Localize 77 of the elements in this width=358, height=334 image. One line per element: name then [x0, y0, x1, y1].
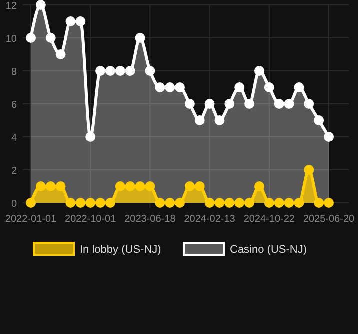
- point: [184, 99, 195, 109]
- point: [105, 66, 116, 76]
- point: [86, 132, 96, 142]
- x-tick-label: 2022-10-01: [65, 214, 117, 225]
- point: [254, 66, 264, 76]
- legend-label: Casino (US-NJ): [230, 244, 308, 256]
- x-tick-label: 2022-01-01: [5, 214, 58, 225]
- y-tick-label: 12: [6, 1, 18, 12]
- point: [184, 182, 195, 192]
- point: [125, 182, 136, 192]
- y-tick-label: 8: [11, 67, 18, 78]
- point: [324, 198, 334, 208]
- point: [135, 182, 146, 192]
- point: [214, 116, 225, 126]
- point: [96, 66, 106, 76]
- point: [204, 198, 215, 208]
- point: [145, 66, 156, 76]
- point: [36, 182, 46, 192]
- point: [224, 198, 235, 208]
- y-tick-label: 4: [11, 133, 18, 144]
- y-tick-label: 6: [11, 100, 18, 111]
- point: [284, 198, 294, 208]
- point: [234, 198, 245, 208]
- point: [66, 16, 76, 26]
- legend-label: In lobby (US-NJ): [80, 244, 162, 256]
- point: [56, 182, 66, 192]
- x-tick-label: 2024-02-13: [184, 214, 236, 225]
- point: [56, 50, 66, 60]
- point: [105, 198, 116, 208]
- point: [274, 99, 284, 109]
- point: [145, 182, 156, 192]
- point: [96, 198, 106, 208]
- point: [294, 198, 304, 208]
- point: [36, 0, 46, 10]
- point: [46, 182, 56, 192]
- y-tick-label: 0: [11, 199, 18, 210]
- point: [165, 198, 176, 208]
- point: [125, 66, 136, 76]
- point: [304, 165, 314, 175]
- point: [324, 132, 334, 142]
- point: [204, 99, 215, 109]
- point: [314, 198, 324, 208]
- point: [86, 198, 96, 208]
- y-tick-label: 2: [11, 166, 18, 177]
- point: [175, 82, 185, 92]
- point: [294, 82, 304, 92]
- point: [194, 116, 205, 126]
- point: [76, 198, 86, 208]
- point: [115, 182, 126, 192]
- point: [244, 99, 255, 109]
- point: [155, 82, 166, 92]
- point: [175, 198, 185, 208]
- y-tick-label: 10: [6, 34, 18, 45]
- point: [66, 198, 76, 208]
- point: [115, 66, 126, 76]
- point: [234, 82, 245, 92]
- point: [244, 198, 255, 208]
- x-tick-label: 2023-06-18: [124, 214, 176, 225]
- point: [155, 198, 166, 208]
- point: [264, 198, 274, 208]
- point: [214, 198, 225, 208]
- point: [76, 16, 86, 26]
- x-tick-label: 2025-06-20: [303, 214, 356, 225]
- point: [26, 198, 36, 208]
- x-tick-label: 2024-10-22: [244, 214, 296, 225]
- point: [284, 99, 294, 109]
- point: [254, 182, 264, 192]
- point: [224, 99, 235, 109]
- point: [274, 198, 284, 208]
- point: [26, 33, 36, 43]
- point: [46, 33, 56, 43]
- point: [165, 82, 176, 92]
- point: [194, 182, 205, 192]
- point: [135, 33, 146, 43]
- point: [304, 99, 314, 109]
- point: [264, 82, 274, 92]
- point: [314, 116, 324, 126]
